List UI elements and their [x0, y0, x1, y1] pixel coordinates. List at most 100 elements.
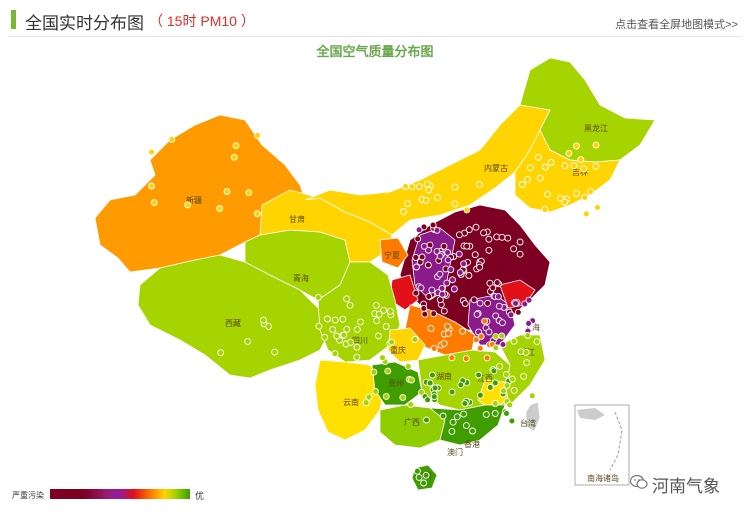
station-marker[interactable] [491, 379, 499, 387]
station-marker[interactable] [490, 367, 498, 375]
station-marker[interactable] [523, 359, 531, 367]
station-marker[interactable] [587, 188, 595, 196]
station-marker[interactable] [426, 379, 434, 387]
region-yunnan[interactable] [314, 359, 386, 441]
station-marker[interactable] [565, 149, 573, 157]
station-marker[interactable] [372, 301, 380, 309]
station-marker[interactable] [485, 328, 493, 336]
station-marker[interactable] [499, 341, 507, 348]
station-marker[interactable] [444, 329, 452, 337]
station-marker[interactable] [411, 335, 419, 343]
station-marker[interactable] [476, 344, 484, 352]
station-marker[interactable] [470, 296, 478, 304]
station-marker[interactable] [502, 371, 510, 379]
station-marker[interactable] [455, 231, 463, 239]
station-marker[interactable] [333, 332, 341, 340]
station-marker[interactable] [503, 409, 510, 417]
station-marker[interactable] [365, 393, 373, 401]
station-marker[interactable] [412, 253, 420, 261]
station-marker[interactable] [523, 176, 531, 184]
station-marker[interactable] [491, 410, 499, 417]
station-marker[interactable] [244, 337, 252, 345]
station-marker[interactable] [520, 372, 528, 380]
station-marker[interactable] [429, 221, 437, 229]
station-marker[interactable] [471, 251, 479, 259]
station-marker[interactable] [417, 284, 425, 292]
station-marker[interactable] [421, 310, 429, 318]
station-marker[interactable] [424, 396, 432, 404]
station-marker[interactable] [570, 162, 578, 170]
station-marker[interactable] [148, 148, 156, 156]
station-marker[interactable] [460, 260, 468, 268]
station-marker[interactable] [375, 332, 382, 340]
station-marker[interactable] [440, 339, 448, 347]
station-marker[interactable] [407, 401, 415, 408]
station-marker[interactable] [415, 473, 423, 481]
station-marker[interactable] [492, 344, 500, 352]
station-marker[interactable] [492, 312, 500, 320]
station-marker[interactable] [413, 263, 420, 271]
station-marker[interactable] [423, 416, 430, 424]
station-marker[interactable] [386, 307, 394, 315]
station-marker[interactable] [469, 427, 476, 435]
station-marker[interactable] [433, 226, 441, 234]
station-marker[interactable] [498, 233, 506, 241]
station-marker[interactable] [525, 319, 533, 327]
station-marker[interactable] [477, 333, 485, 340]
station-marker[interactable] [526, 164, 534, 172]
station-marker[interactable] [423, 180, 431, 188]
station-marker[interactable] [541, 163, 549, 171]
station-marker[interactable] [168, 136, 176, 144]
station-marker[interactable] [444, 322, 451, 330]
station-marker[interactable] [346, 301, 354, 309]
station-marker[interactable] [506, 401, 514, 409]
station-marker[interactable] [481, 317, 489, 325]
station-marker[interactable] [504, 234, 512, 242]
station-marker[interactable] [525, 296, 533, 304]
station-marker[interactable] [482, 411, 490, 418]
station-marker[interactable] [184, 201, 192, 209]
station-marker[interactable] [232, 142, 240, 150]
station-marker[interactable] [455, 250, 463, 258]
station-marker[interactable] [580, 165, 588, 173]
station-marker[interactable] [436, 252, 444, 260]
station-marker[interactable] [577, 156, 585, 164]
station-marker[interactable] [503, 382, 511, 390]
station-marker[interactable] [541, 206, 549, 214]
station-marker[interactable] [422, 196, 430, 204]
station-marker[interactable] [528, 392, 536, 400]
station-marker[interactable] [430, 310, 438, 318]
station-marker[interactable] [592, 141, 600, 149]
station-marker[interactable] [472, 223, 480, 231]
station-marker[interactable] [465, 226, 473, 234]
station-marker[interactable] [444, 248, 452, 256]
station-marker[interactable] [444, 256, 452, 264]
station-marker[interactable] [431, 384, 439, 392]
station-marker[interactable] [447, 266, 455, 274]
station-marker[interactable] [420, 242, 428, 250]
station-marker[interactable] [451, 183, 459, 191]
region-taiwan[interactable] [525, 401, 541, 433]
station-marker[interactable] [415, 183, 423, 191]
station-marker[interactable] [449, 276, 456, 284]
station-marker[interactable] [484, 299, 492, 307]
station-marker[interactable] [370, 368, 378, 376]
station-marker[interactable] [518, 181, 526, 188]
station-marker[interactable] [475, 181, 483, 189]
station-marker[interactable] [508, 417, 516, 425]
station-marker[interactable] [498, 332, 506, 340]
station-marker[interactable] [453, 413, 461, 421]
station-marker[interactable] [493, 279, 501, 287]
station-marker[interactable] [510, 245, 518, 253]
station-marker[interactable] [485, 235, 493, 243]
region-xinjiang[interactable] [94, 114, 306, 273]
station-marker[interactable] [508, 375, 516, 383]
station-marker[interactable] [544, 190, 552, 198]
station-marker[interactable] [573, 190, 580, 197]
station-marker[interactable] [230, 153, 238, 161]
station-marker[interactable] [245, 189, 253, 197]
station-marker[interactable] [440, 242, 448, 250]
station-marker[interactable] [510, 386, 518, 394]
station-marker[interactable] [533, 338, 541, 346]
station-marker[interactable] [486, 383, 494, 391]
